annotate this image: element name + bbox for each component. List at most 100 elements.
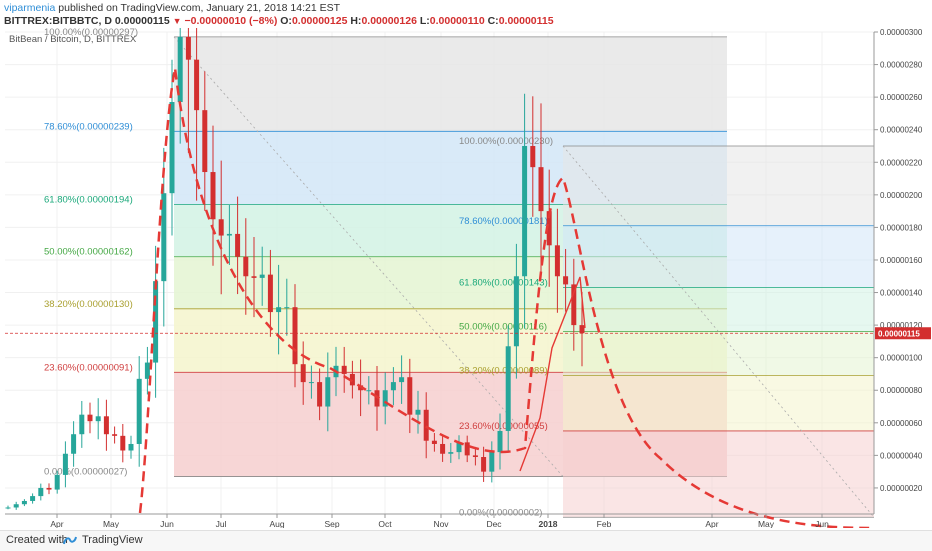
low-label: L:	[419, 15, 430, 27]
projection-curve	[138, 67, 871, 530]
candle-body	[464, 442, 470, 456]
candle-body	[112, 434, 118, 436]
y-tick-label: 0.00000280	[880, 61, 923, 70]
candle-body	[530, 145, 536, 168]
candle-body	[185, 36, 191, 60]
fib-level-label: 100.00%(0.00000230)	[459, 136, 553, 147]
created-with-text: Created with	[6, 534, 68, 546]
candle-body	[46, 487, 52, 490]
fib-zone	[563, 145, 874, 226]
low-value: 0.00000110	[429, 15, 485, 27]
close-label: C:	[487, 15, 499, 27]
x-tick-label: Feb	[597, 519, 612, 528]
author-link[interactable]: viparmenia	[4, 2, 56, 14]
last-price-box	[875, 327, 931, 340]
price-chart[interactable]: 100.00%(0.00000297) 78.60%(0.00000239) 61.…	[0, 0, 932, 530]
candle-body	[505, 346, 511, 431]
x-tick-label: Jun	[815, 519, 829, 528]
candle-body	[300, 364, 306, 383]
y-tick-label: 0.00000180	[880, 223, 923, 232]
candle-body	[136, 378, 142, 444]
x-tick-label: Oct	[378, 519, 392, 528]
candle-body	[546, 211, 552, 246]
candle-body	[202, 110, 208, 173]
candle-body	[382, 390, 388, 407]
fib-zone	[563, 375, 874, 431]
candle-body	[259, 274, 265, 278]
candle-body	[161, 193, 167, 282]
publish-info: viparmenia published on TradingView.com,…	[4, 2, 340, 14]
candle-body	[407, 377, 413, 415]
candle-body	[5, 507, 11, 509]
candle-body	[128, 443, 134, 451]
fib-level-label: 0.00%(0.00000002)	[459, 507, 542, 518]
candle-body	[144, 362, 150, 379]
candle-body	[366, 390, 372, 392]
candle-body	[21, 500, 27, 505]
candle-body	[103, 416, 109, 435]
x-tick-label: Dec	[486, 519, 502, 528]
tradingview-logo-icon	[63, 536, 77, 545]
tradingview-brand[interactable]: TradingView	[82, 534, 143, 546]
x-tick-label: Apr	[705, 519, 718, 528]
y-tick-label: 0.00000080	[880, 386, 923, 395]
candle-body	[423, 409, 429, 441]
close-value: 0.00000115	[498, 15, 554, 27]
candle-body	[308, 382, 314, 384]
candle-body	[284, 307, 290, 309]
candle-body	[374, 390, 380, 407]
fib-level-label: 38.20%(0.00000089)	[459, 366, 548, 377]
x-tick-label: Apr	[50, 519, 63, 528]
publish-text: published on TradingView.com, January 21…	[58, 2, 341, 14]
candle-body	[276, 307, 282, 313]
candle-body	[251, 276, 257, 278]
y-tick-label: 0.00000120	[880, 321, 923, 330]
current-price: 0.00000115	[114, 15, 170, 27]
candle-body	[390, 382, 396, 391]
candle-body	[235, 233, 241, 257]
fib-zone	[563, 430, 874, 518]
candle-body	[554, 245, 560, 277]
fib-level-label: 38.20%(0.00000130)	[44, 299, 133, 310]
fib-level-label: 61.80%(0.00000194)	[44, 195, 133, 206]
chart-title: BitBean / Bitcoin, D, BITTREX	[9, 34, 137, 45]
candle-body	[431, 440, 437, 444]
fib-zone	[563, 331, 874, 376]
chart-area[interactable]: 100.00%(0.00000297) 78.60%(0.00000239) 61.…	[0, 0, 932, 530]
candle-body	[448, 452, 454, 454]
candle-body	[95, 416, 101, 422]
high-label: H:	[350, 15, 362, 27]
candle-body	[325, 377, 331, 407]
y-tick-label: 0.00000240	[880, 126, 923, 135]
candle-body	[194, 59, 200, 111]
candle-body	[522, 145, 528, 277]
fib-zone	[563, 287, 874, 332]
candle-body	[169, 102, 175, 194]
candle-body	[54, 474, 60, 490]
ohlc-bar: BITTREX:BITBBTC, D 0.00000115 ▼ −0.00000…	[4, 15, 554, 27]
candle-body	[62, 453, 68, 475]
rally-trend-line	[519, 276, 586, 472]
candle-body	[317, 382, 323, 407]
fib-zone	[174, 36, 727, 132]
candle-body	[349, 373, 355, 386]
x-tick-label: Aug	[269, 519, 284, 528]
fib-trend-line	[562, 145, 875, 518]
open-label: O:	[280, 15, 292, 27]
fib-level-label: 78.60%(0.00000181)	[459, 216, 548, 227]
candle-body	[341, 365, 347, 374]
x-tick-label: Jul	[216, 519, 227, 528]
open-value: 0.00000125	[291, 15, 348, 27]
x-tick-label: Jun	[160, 519, 174, 528]
candle-body	[226, 233, 232, 236]
candle-body	[87, 414, 93, 422]
candle-body	[79, 414, 85, 435]
fib-level-label: 61.80%(0.00000143)	[459, 278, 548, 289]
candle-body	[513, 276, 519, 347]
candle-body	[440, 443, 446, 454]
y-tick-label: 0.00000100	[880, 354, 923, 363]
candle-body	[177, 36, 183, 103]
x-tick-label: 2018	[539, 519, 558, 528]
fib-level-label: 0.00%(0.00000027)	[44, 467, 127, 478]
high-value: 0.00000126	[361, 15, 417, 27]
